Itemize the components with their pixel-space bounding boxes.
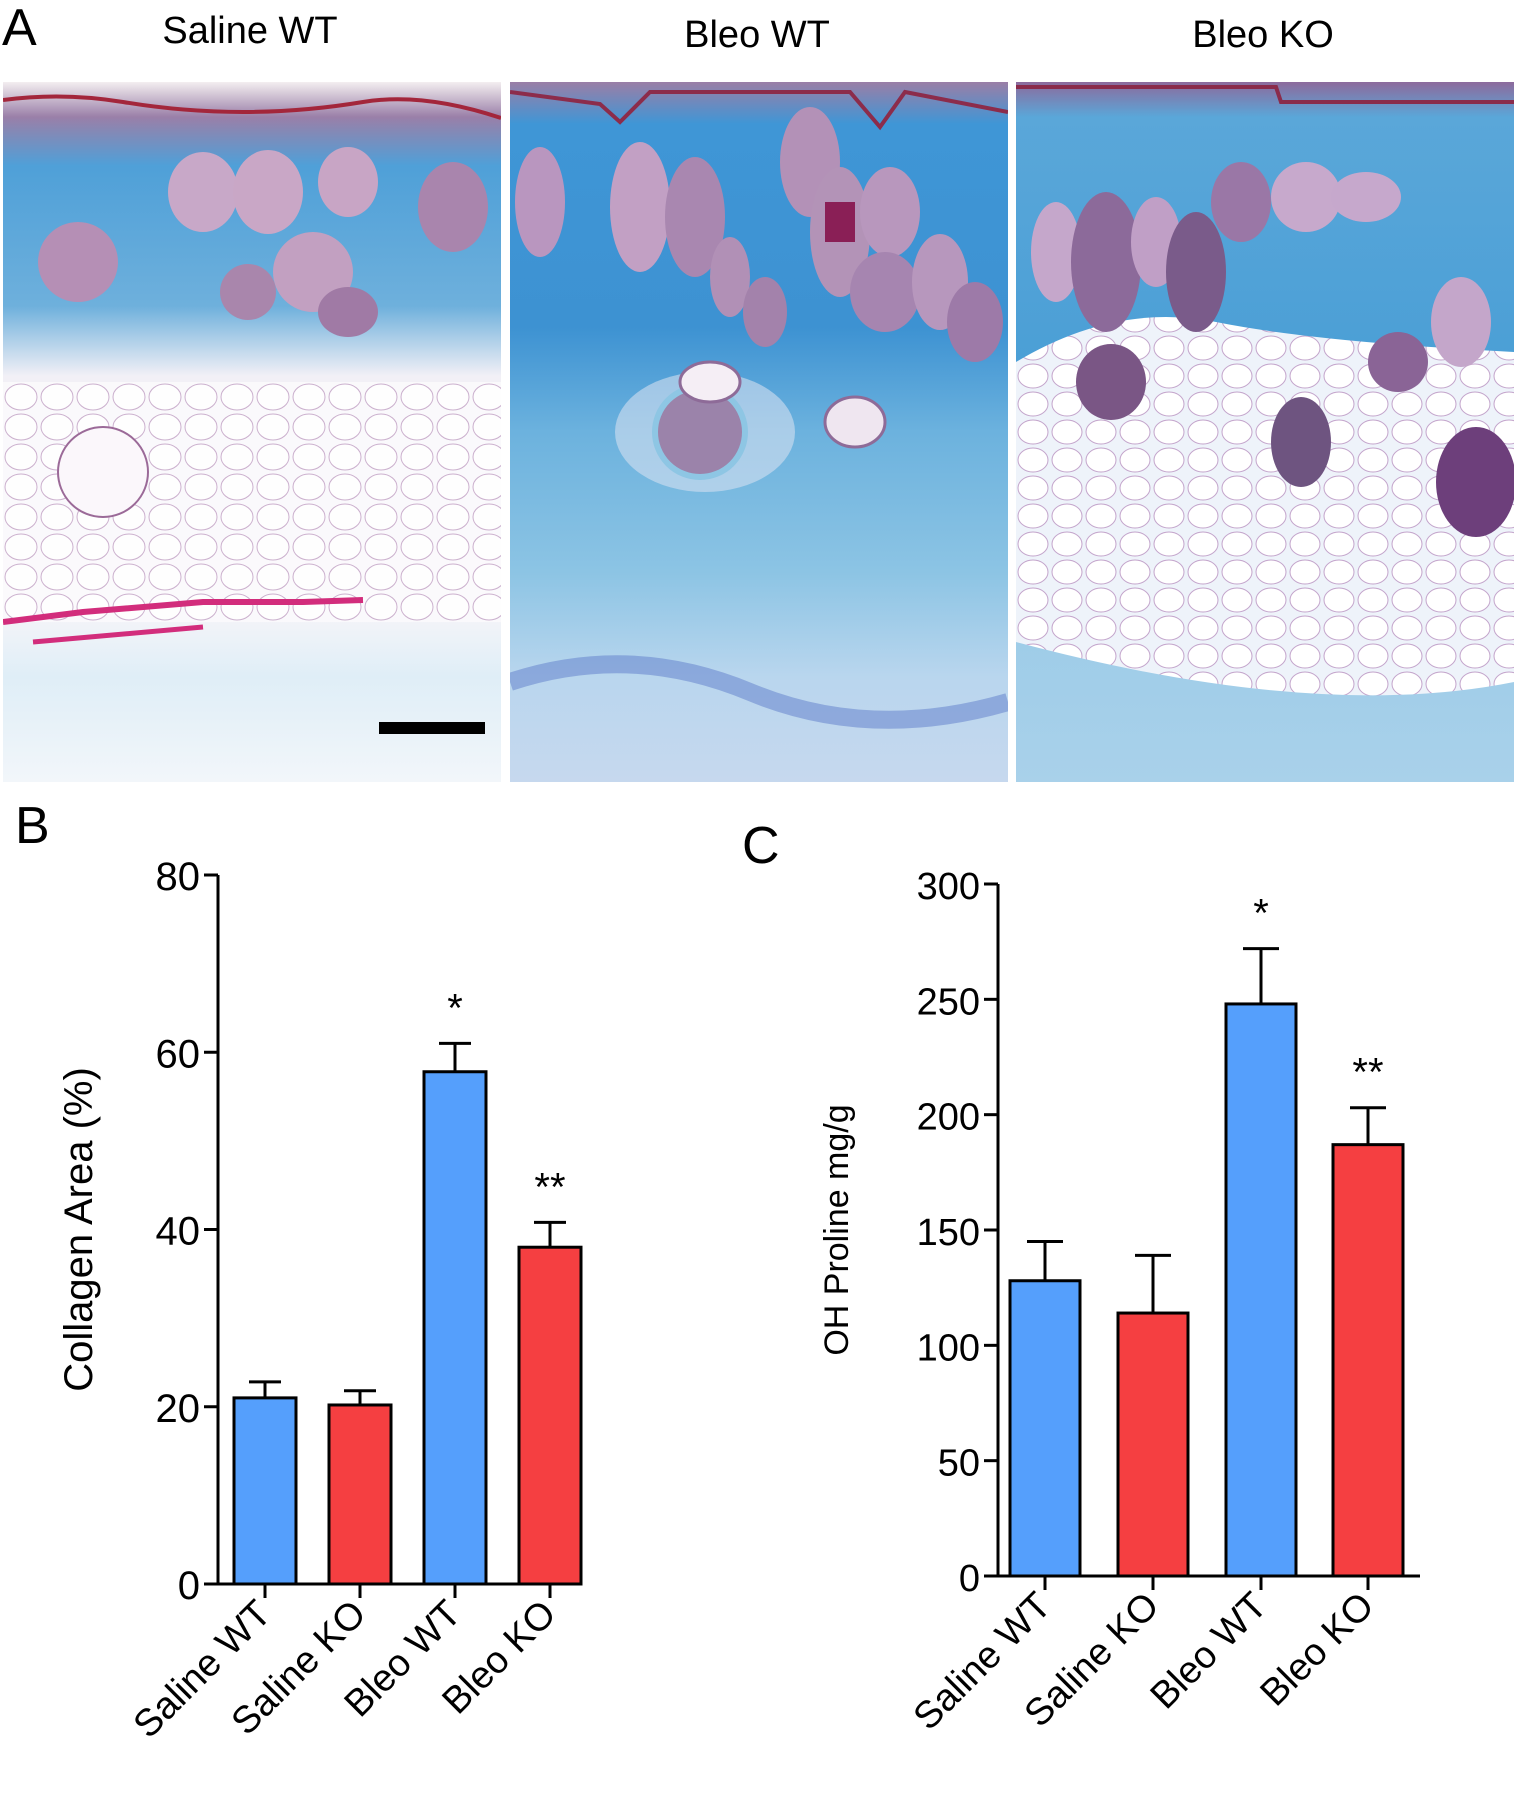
- y-tick-label: 100: [917, 1327, 980, 1369]
- bar-saline-wt: [1008, 1279, 1082, 1578]
- bar-saline-ko: [1116, 1311, 1190, 1578]
- panel-c-label: C: [742, 817, 780, 875]
- y-tick-label: 150: [917, 1212, 980, 1254]
- bar-bleo-wt: [1224, 1002, 1298, 1578]
- y-tick-label: 250: [917, 981, 980, 1023]
- scale-bar: [379, 722, 485, 734]
- y-tick-label: 20: [156, 1387, 201, 1431]
- x-category-label: Bleo WT: [1143, 1585, 1276, 1718]
- x-category-label: Bleo KO: [1253, 1585, 1383, 1715]
- image-title-bleo-wt: Bleo WT: [684, 14, 830, 56]
- histology-image-bleo-wt: [510, 82, 1008, 782]
- significance-marker: **: [534, 1165, 565, 1209]
- y-tick-label: 80: [156, 855, 201, 899]
- panel-a-label: A: [2, 0, 37, 57]
- y-axis-label: OH Proline mg/g: [818, 1104, 856, 1355]
- bar-bleo-ko: [1331, 1143, 1405, 1578]
- y-tick-label: 300: [917, 866, 980, 908]
- image-title-bleo-ko: Bleo KO: [1192, 14, 1334, 56]
- panel-b-label: B: [15, 797, 50, 855]
- histology-image-bleo-ko: [1016, 82, 1514, 782]
- significance-marker: **: [1352, 1051, 1383, 1095]
- significance-marker: *: [1253, 892, 1269, 936]
- y-tick-label: 60: [156, 1032, 201, 1076]
- y-tick-label: 50: [938, 1443, 980, 1485]
- histology-image-saline-wt: [3, 82, 501, 782]
- y-tick-label: 200: [917, 1097, 980, 1139]
- y-tick-label: 40: [156, 1210, 201, 1254]
- y-tick-label: 0: [959, 1558, 980, 1600]
- image-title-saline-wt: Saline WT: [162, 10, 338, 52]
- significance-marker: *: [447, 986, 463, 1030]
- y-axis-label: Collagen Area (%): [57, 1067, 101, 1392]
- y-tick-label: 0: [178, 1564, 200, 1608]
- bar-bleo-ko: [517, 1245, 583, 1586]
